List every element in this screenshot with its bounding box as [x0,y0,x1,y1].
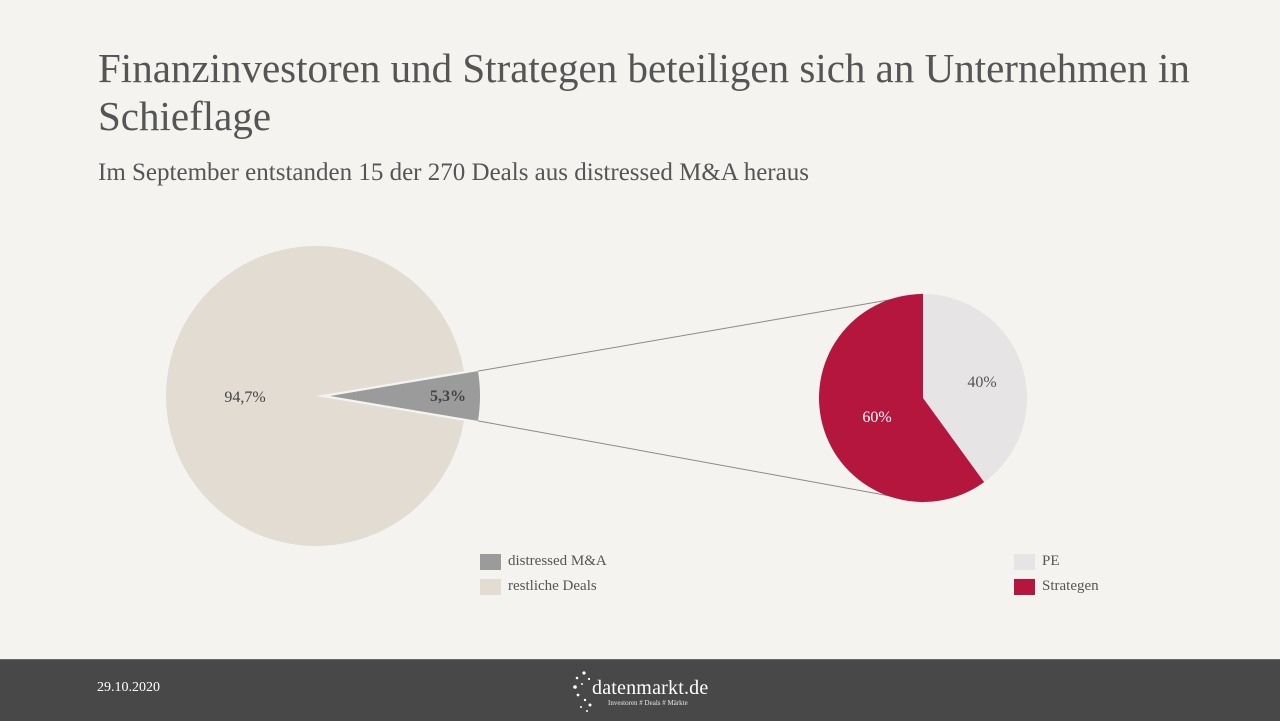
footer-date: 29.10.2020 [97,680,160,695]
legend-swatch-pe [1014,553,1035,570]
datenmarkt-logo: datenmarkt.de Investoren # Deals # Märkt… [572,666,722,716]
sub-pie: 40% 60% [819,294,1027,502]
legend-item-pe: PE [1014,549,1099,574]
legend-item-distressed: distressed M&A [480,549,607,574]
pie-slice-strategen [819,294,985,502]
legend-label-restliche: restliche Deals [508,578,597,594]
data-label-pe: 40% [967,374,996,391]
data-label-strategen: 60% [862,409,891,426]
page-title: Finanzinvestoren und Strategen beteilige… [98,45,1190,139]
legend-swatch-distressed [480,553,501,570]
page-subtitle: Im September entstanden 15 der 270 Deals… [98,159,809,186]
pie-slice-restliche-deals [166,245,464,546]
footer-bar: 29.10.2020 datenmarkt.de Investoren # De… [0,659,1280,721]
data-label-distressed: 5,3% [430,388,466,405]
legend-item-strategen: Strategen [1014,574,1099,599]
data-label-restliche-deals: 94,7% [224,389,265,406]
legend-label-pe: PE [1042,553,1060,569]
legend-item-restliche: restliche Deals [480,574,607,599]
legend-sub-pie: PE Strategen [1014,549,1099,599]
logo-tagline: Investoren # Deals # Märkte [608,699,688,707]
connector-line-top [477,293,924,372]
connector-line-bottom [477,420,924,503]
legend-swatch-restliche [480,578,501,595]
main-pie: 94,7% 5,3% [166,245,480,546]
connector-lines [477,293,924,503]
pie-of-pie-chart: 94,7% 5,3% 40% 60% [166,245,1027,546]
legend-label-strategen: Strategen [1042,578,1099,594]
pie-slice-distressed [330,371,480,421]
pie-slice-pe [923,294,1027,483]
legend-main-pie: distressed M&A restliche Deals [480,549,607,599]
logo-dots-icon [573,671,592,712]
legend-swatch-strategen [1014,578,1035,595]
logo-brand-text: datenmarkt.de [592,677,709,699]
legend-label-distressed: distressed M&A [508,553,607,569]
